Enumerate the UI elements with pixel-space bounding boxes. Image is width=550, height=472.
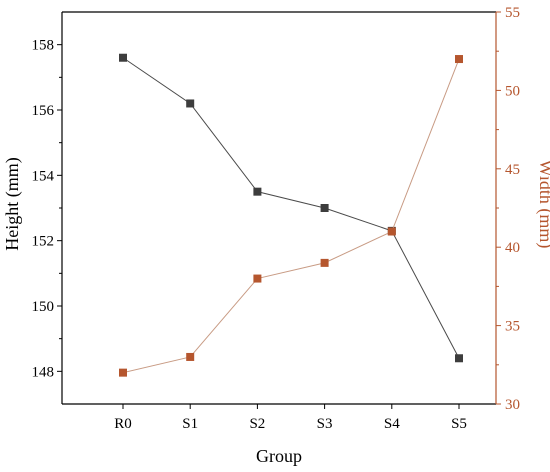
left-tick-label: 152: [32, 234, 55, 250]
left-tick-label: 156: [32, 103, 55, 119]
series-1-point: [455, 354, 463, 363]
series-1-point: [186, 99, 195, 108]
plot-frame: [61, 11, 497, 405]
series-2-point: [253, 274, 262, 283]
right-tick-label: 45: [505, 162, 520, 178]
left-y-axis-title: Height (mm): [2, 157, 23, 250]
series-2-point: [387, 227, 396, 236]
x-axis: R0 S1 S2 S3 S4 S5: [114, 404, 467, 432]
series-1-line: [122, 57, 460, 359]
series-2-point: [119, 368, 127, 377]
series-1-point: [253, 187, 262, 196]
left-y-axis: 148 150 152 154 156 158: [32, 38, 62, 380]
x-tick-label: S2: [249, 416, 265, 432]
series-2-point: [186, 352, 195, 361]
series-1-point: [320, 204, 329, 212]
left-tick-label: 154: [32, 168, 55, 184]
x-tick-label: R0: [114, 416, 132, 432]
series-2-point: [320, 258, 329, 267]
x-tick-label: S3: [317, 416, 333, 432]
series-2-line: [122, 58, 460, 374]
left-tick-label: 148: [32, 364, 55, 380]
series-2-point: [455, 55, 463, 64]
right-tick-label: 35: [505, 319, 520, 335]
series-1-point: [119, 53, 127, 62]
left-tick-label: 158: [32, 38, 55, 54]
right-tick-label: 40: [505, 240, 520, 256]
right-tick-label: 30: [505, 397, 520, 413]
right-tick-label: 55: [505, 5, 520, 21]
x-axis-title: Group: [256, 446, 302, 466]
x-tick-label: S5: [451, 416, 467, 432]
x-tick-label: S1: [182, 416, 198, 432]
right-y-axis-title: Width (mm): [535, 160, 550, 249]
right-tick-label: 50: [505, 83, 520, 99]
series-layer: [119, 53, 463, 377]
right-y-axis: 30 35 40 45 50 55: [496, 5, 520, 413]
x-tick-label: S4: [384, 416, 400, 432]
left-tick-label: 150: [32, 299, 55, 315]
